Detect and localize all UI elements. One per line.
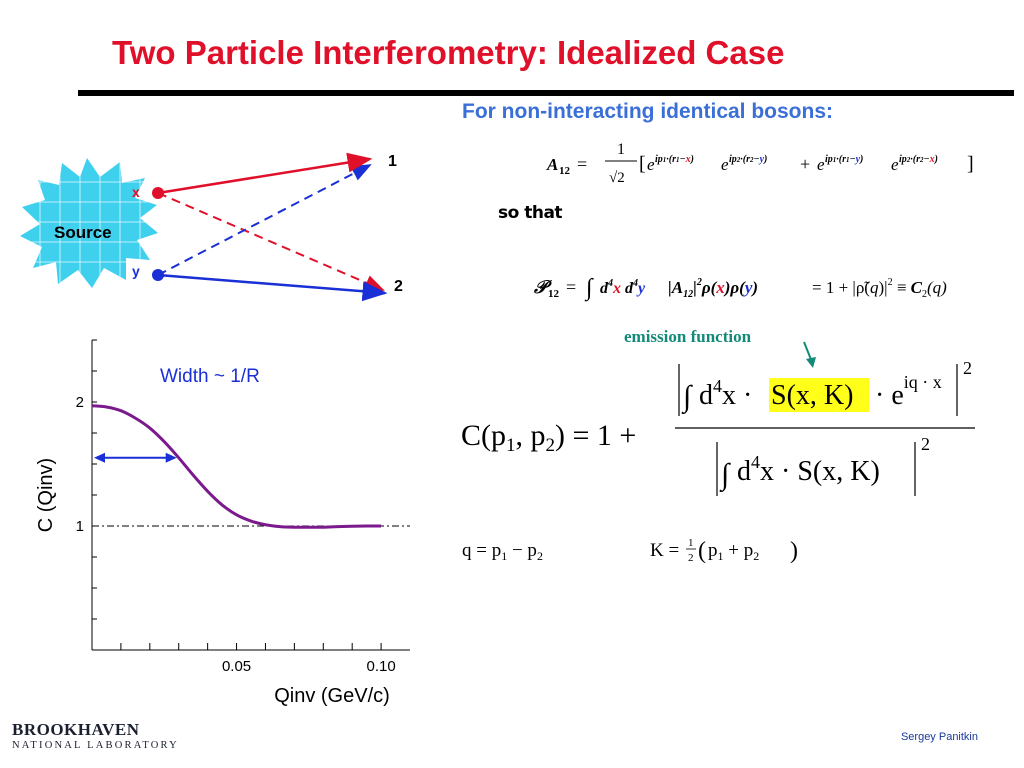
so-that-text: so that: [498, 203, 563, 223]
svg-text:[: [: [639, 153, 646, 175]
svg-text:): ): [790, 538, 798, 564]
svg-text:2: 2: [963, 358, 972, 378]
emission-function-callout: emission function: [624, 327, 816, 368]
svg-text:d4x ·: d4x ·: [699, 376, 752, 411]
source-diagram: Source x y 1 2: [20, 152, 403, 302]
path-y-to-2: [157, 273, 388, 302]
width-annotation: Width ~ 1/R: [160, 366, 260, 387]
svg-text:d4x · S(x, K): d4x · S(x, K): [737, 452, 880, 487]
svg-text:e: e: [721, 155, 729, 174]
svg-text:C(p1, p2) = 1 +: C(p1, p2) = 1 +: [461, 419, 636, 456]
q-k-definitions: q = p1 − p2 K = 1 2 ( p1 + p2 ): [462, 537, 798, 564]
source-label: Source: [54, 223, 112, 242]
y-tick-label: 2: [76, 394, 84, 411]
detector-1-label: 1: [388, 153, 397, 170]
y-tick-label: 1: [76, 518, 84, 535]
svg-text:12: 12: [548, 288, 560, 300]
correlation-chart: 0.05 0.10 1 2 Width ~ 1/R C (Qinv) Qinv (Ge…: [35, 339, 410, 707]
emission-function-label: emission function: [624, 327, 752, 346]
y-axis-label: C (Qinv): [35, 458, 57, 532]
svg-text:· eiq · x: · eiq · x: [875, 372, 942, 411]
svg-text:ip1·(r1−x): ip1·(r1−x): [655, 154, 694, 165]
svg-text:e: e: [891, 155, 899, 174]
svg-text:ip2·(r2−y): ip2·(r2−y): [729, 154, 767, 165]
svg-text:12: 12: [559, 165, 571, 177]
svg-text:+: +: [800, 154, 810, 174]
point-y-label: y: [132, 263, 140, 279]
path-x-to-1: [157, 152, 373, 195]
k-definition: K =: [650, 540, 679, 561]
detector-2-label: 2: [394, 278, 403, 295]
p12-formula: 𝒫 12 = ∫ d4x d4y |A12|2ρ(x)ρ(y) = 1 + |ρ…: [533, 275, 947, 302]
q-definition: q = p1 − p2: [462, 540, 543, 563]
svg-text:=: =: [577, 154, 587, 174]
lab-logo: BROOKHAVEN: [12, 720, 140, 739]
svg-text:S(x, K): S(x, K): [771, 380, 853, 411]
svg-text:1: 1: [688, 537, 694, 549]
svg-text:= 1 + |ρ̃(q)|2 ≡ C2(q): = 1 + |ρ̃(q)|2 ≡ C2(q): [812, 277, 947, 300]
svg-text:A: A: [546, 155, 558, 174]
x-axis-label: Qinv (GeV/c): [274, 685, 390, 707]
path-x-to-2: [157, 192, 385, 291]
x-tick-label: 0.05: [222, 658, 251, 675]
svg-text:ip2·(r2−x): ip2·(r2−x): [899, 154, 938, 165]
svg-text:∫: ∫: [681, 380, 693, 415]
point-y: [152, 269, 164, 281]
svg-text:ip1·(r1−y): ip1·(r1−y): [825, 154, 863, 165]
title-divider: [78, 90, 1014, 96]
amplitude-formula: A 12 = 1 √2 [ e ip1·(r1−x) e ip2·(r2−y) …: [546, 141, 974, 186]
svg-text:p1 + p2: p1 + p2: [708, 540, 759, 563]
series-line: [91, 404, 382, 529]
slide-title: Two Particle Interferometry: Idealized C…: [112, 34, 785, 71]
svg-text:e: e: [647, 155, 655, 174]
svg-text:(: (: [698, 538, 706, 564]
width-arrow: [94, 452, 177, 463]
svg-text:∫: ∫: [719, 458, 731, 493]
svg-text:2: 2: [688, 552, 694, 564]
author-footer: Sergey Panitkin: [900, 731, 978, 743]
svg-text:e: e: [817, 155, 825, 174]
point-x: [152, 187, 164, 199]
point-x-label: x: [132, 184, 140, 200]
source-shape: [20, 158, 158, 288]
svg-text:=: =: [566, 277, 576, 297]
x-tick-label: 0.10: [366, 658, 395, 675]
path-y-to-1: [157, 164, 372, 276]
svg-text:d4x d4y: d4x d4y: [600, 278, 646, 297]
lab-logo-subtitle: NATIONAL LABORATORY: [12, 740, 179, 751]
svg-text:∫: ∫: [584, 275, 594, 302]
correlation-formula: C(p1, p2) = 1 + ∫ d4x · S(x, K) · eiq · …: [461, 358, 975, 496]
svg-text:√2: √2: [609, 170, 625, 186]
svg-text:|A12|2ρ(x)ρ(y): |A12|2ρ(x)ρ(y): [668, 277, 758, 300]
svg-text:2: 2: [921, 434, 930, 454]
svg-text:1: 1: [617, 141, 625, 158]
emission-function-highlight: [769, 378, 869, 412]
svg-text:]: ]: [967, 153, 974, 175]
slide-subtitle: For non-interacting identical bosons:: [462, 100, 834, 123]
